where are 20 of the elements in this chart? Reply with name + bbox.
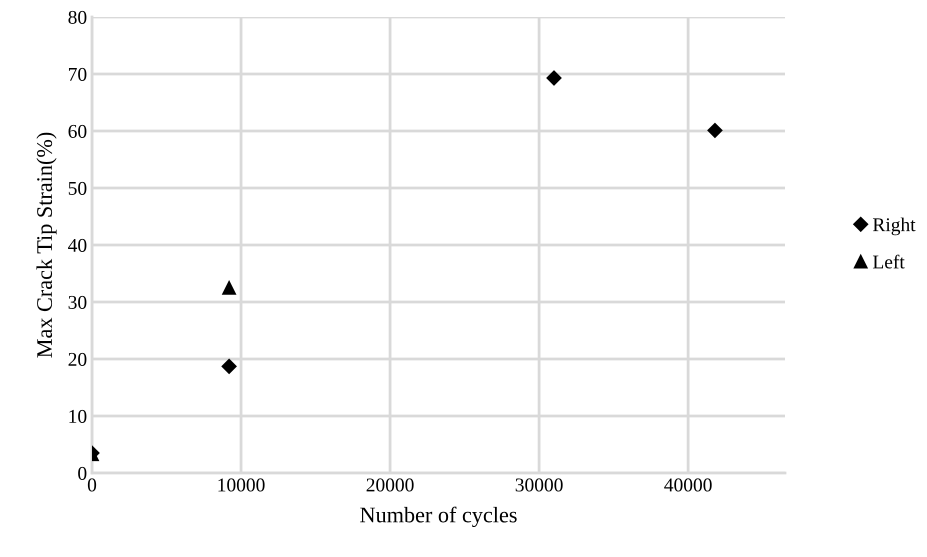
x-axis-title: Number of cycles — [360, 506, 517, 528]
y-tick-label: 80 — [68, 10, 86, 24]
y-tick-label: 30 — [68, 296, 86, 309]
legend-label: Left — [872, 254, 905, 269]
y-tick-label: 40 — [68, 238, 86, 252]
point — [707, 122, 723, 138]
x-tick-label: 30000 — [516, 478, 563, 492]
y-tick-label: 0 — [78, 466, 86, 480]
y-tick-label: 70 — [68, 68, 86, 81]
x-tick-label: 40000 — [664, 478, 712, 492]
y-axis-title: Max Crack Tip Strain(%) — [36, 132, 57, 358]
x-tick-label: 20000 — [366, 478, 414, 492]
y-tick-label: 10 — [69, 410, 86, 423]
y-tick-label: 50 — [68, 182, 86, 195]
y-tick-label: 20 — [68, 352, 86, 366]
x-tick-label: 10000 — [218, 478, 265, 492]
legend-label: Right — [872, 218, 916, 236]
x-tick-label: 0 — [88, 478, 96, 492]
y-tick-label: 60 — [68, 124, 86, 138]
point — [546, 70, 562, 86]
